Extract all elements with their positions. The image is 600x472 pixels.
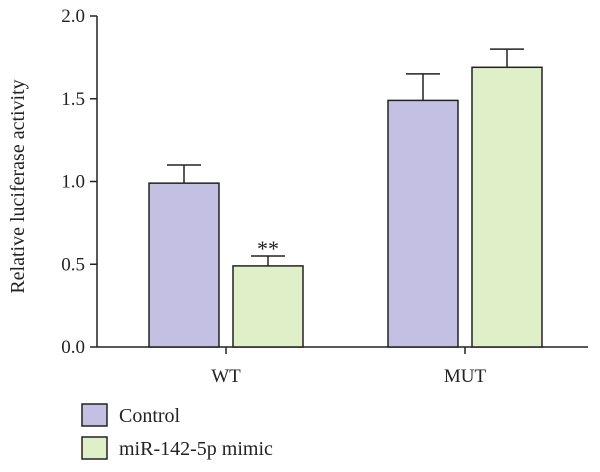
x-tick-label: WT bbox=[211, 366, 241, 387]
y-tick-label: 1.5 bbox=[61, 89, 85, 110]
legend: Control miR-142-5p mimic bbox=[81, 403, 273, 460]
bar-mir-142-5p-mimic-wt bbox=[232, 265, 304, 348]
bar-control-mut bbox=[387, 99, 459, 348]
legend-swatch bbox=[81, 436, 108, 460]
y-tick-label: 0.0 bbox=[61, 337, 85, 358]
legend-label: miR-142-5p mimic bbox=[119, 438, 273, 460]
y-tick-label: 0.5 bbox=[61, 254, 85, 275]
x-tick-label: MUT bbox=[444, 366, 487, 387]
bars bbox=[148, 48, 543, 348]
labels: Relative luciferase activity ** bbox=[7, 79, 279, 293]
bar-mir-142-5p-mimic-mut bbox=[471, 66, 543, 348]
y-tick-label: 1.0 bbox=[61, 172, 85, 193]
y-tick-label: 2.0 bbox=[61, 6, 85, 27]
y-axis-title: Relative luciferase activity bbox=[7, 79, 29, 293]
bar-control-wt bbox=[148, 182, 220, 348]
legend-swatch bbox=[81, 403, 108, 427]
significance-annotation: ** bbox=[257, 236, 279, 261]
legend-label: Control bbox=[119, 405, 181, 427]
